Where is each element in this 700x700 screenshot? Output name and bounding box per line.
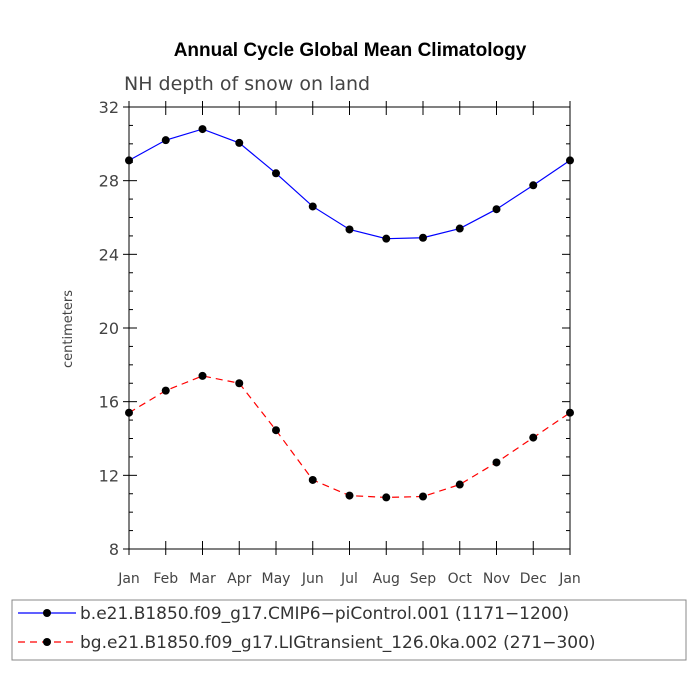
y-axis-label: centimeters bbox=[61, 290, 76, 368]
data-point bbox=[345, 491, 354, 500]
data-point bbox=[382, 234, 391, 243]
x-tick-label: Nov bbox=[483, 571, 510, 587]
data-point bbox=[198, 125, 207, 134]
x-tick-label: Jan bbox=[117, 571, 140, 587]
legend-label: b.e21.B1850.f09_g17.CMIP6−piControl.001 … bbox=[80, 604, 569, 624]
data-point bbox=[125, 408, 133, 417]
data-point bbox=[125, 156, 133, 165]
data-point bbox=[235, 138, 244, 147]
data-point bbox=[455, 480, 464, 489]
x-tick-label: Jul bbox=[340, 571, 358, 587]
x-tick-label: Dec bbox=[520, 571, 547, 587]
x-tick-label: Sep bbox=[410, 571, 437, 587]
data-point bbox=[382, 493, 391, 502]
y-tick-label: 12 bbox=[99, 466, 119, 485]
series-line bbox=[128, 128, 571, 240]
x-tick-label: Aug bbox=[373, 571, 400, 587]
data-point bbox=[308, 202, 317, 211]
data-point bbox=[419, 233, 427, 242]
legend: b.e21.B1850.f09_g17.CMIP6−piControl.001 … bbox=[18, 604, 596, 653]
data-point bbox=[529, 181, 538, 190]
y-tick-label: 20 bbox=[99, 319, 119, 338]
data-point bbox=[492, 458, 501, 467]
legend-label: bg.e21.B1850.f09_g17.LIGtransient_126.0k… bbox=[80, 633, 596, 653]
data-point bbox=[161, 136, 170, 145]
y-tick-label: 8 bbox=[109, 540, 119, 559]
y-tick-label: 24 bbox=[99, 245, 119, 264]
y-tick-label: 28 bbox=[99, 172, 119, 191]
series-group bbox=[125, 125, 574, 502]
data-point bbox=[566, 156, 574, 165]
data-point bbox=[308, 475, 317, 484]
x-tick-label: May bbox=[262, 571, 291, 587]
data-point bbox=[492, 205, 501, 214]
x-tick-label: Apr bbox=[227, 571, 251, 587]
data-point bbox=[272, 426, 280, 435]
x-tick-label: Oct bbox=[448, 571, 473, 587]
legend-marker bbox=[43, 609, 51, 617]
legend-box bbox=[11, 599, 687, 661]
data-point bbox=[529, 433, 538, 442]
chart-title: Annual Cycle Global Mean Climatology bbox=[174, 40, 527, 61]
plot-frame bbox=[128, 106, 571, 550]
data-point bbox=[345, 225, 354, 234]
data-point bbox=[272, 169, 280, 178]
y-tick-label: 32 bbox=[99, 98, 119, 117]
legend-marker bbox=[43, 638, 51, 646]
y-tick-label: 16 bbox=[99, 393, 119, 412]
chart-subtitle: NH depth of snow on land bbox=[124, 73, 370, 95]
data-point bbox=[455, 224, 464, 233]
data-point bbox=[235, 379, 244, 388]
data-point bbox=[198, 371, 207, 380]
x-tick-label: Feb bbox=[153, 571, 178, 587]
x-tick-label: Mar bbox=[189, 571, 216, 587]
data-point bbox=[161, 386, 170, 395]
data-point bbox=[419, 492, 427, 501]
series-line bbox=[128, 375, 571, 499]
data-point bbox=[566, 408, 574, 417]
x-tick-label: Jun bbox=[301, 571, 324, 587]
ticks-group: 8 12 16 20 24 28 32 Jan Feb Mar Apr May Jun Jul Aug Sep… bbox=[99, 98, 581, 587]
x-tick-label: Jan bbox=[558, 571, 581, 587]
